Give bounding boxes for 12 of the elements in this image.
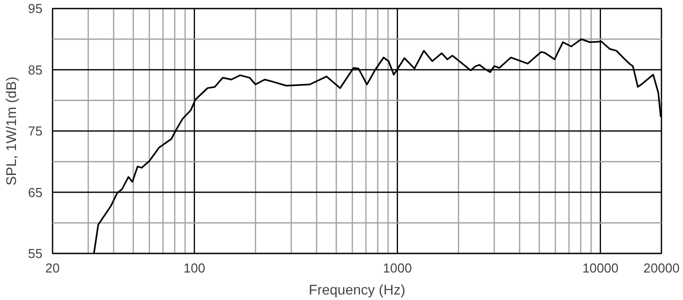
x-tick-label: 100 <box>184 260 206 276</box>
x-tick-label: 1000 <box>382 260 412 276</box>
y-tick-label: 55 <box>28 246 43 261</box>
x-tick-label: 10000 <box>582 260 618 276</box>
x-tick-label: 20 <box>45 260 60 276</box>
y-tick-label: 75 <box>28 124 43 138</box>
y-tick-label: 85 <box>28 62 43 78</box>
x-axis-title: Frequency (Hz) <box>308 282 406 298</box>
y-tick-label: 65 <box>28 184 43 200</box>
x-tick-label: 20000 <box>643 260 680 276</box>
y-tick-label: 95 <box>28 1 43 16</box>
y-axis-title: SPL, 1W/1m (dB) <box>3 76 20 186</box>
